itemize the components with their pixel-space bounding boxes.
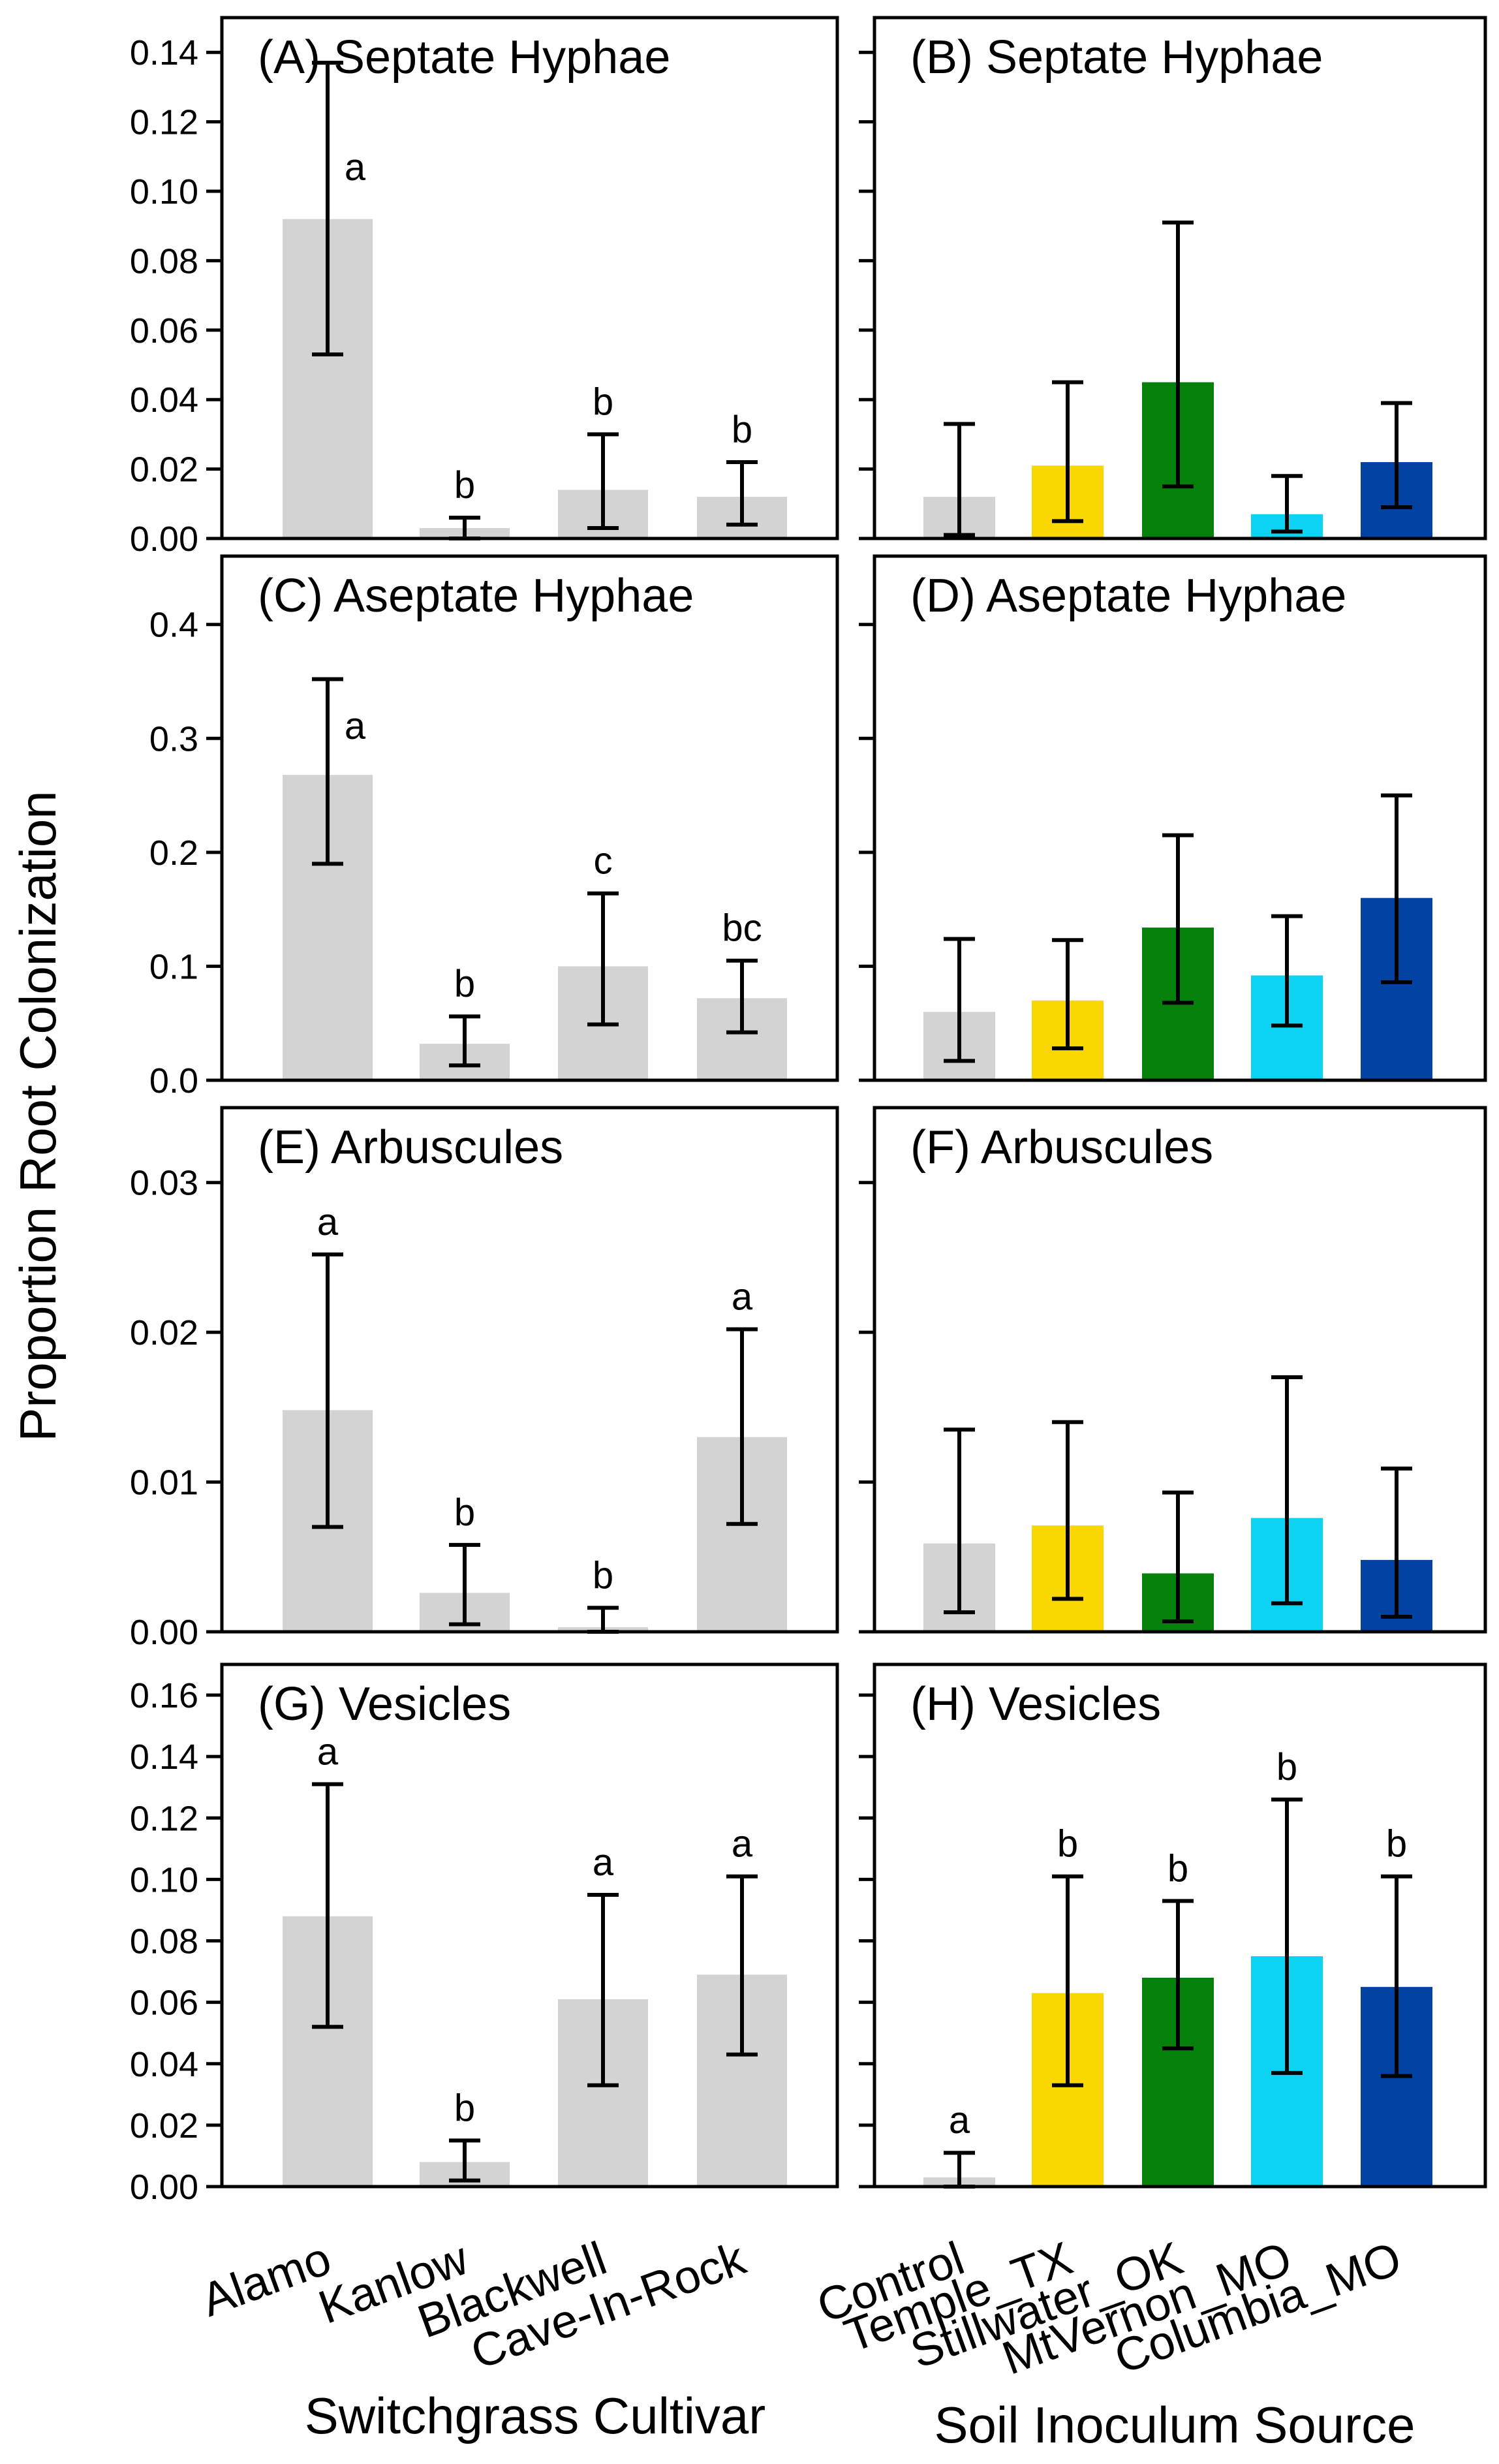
panel-6-sig-letter: a (593, 1841, 614, 1884)
panel-2-ytick-label: 0.2 (149, 834, 198, 873)
panel-7-sig-letter: b (1057, 1823, 1078, 1865)
panel-4-frame (220, 1106, 839, 1634)
x-axis-label-right: Soil Inoculum Source (934, 2396, 1415, 2454)
panel-6-sig-letter: b (454, 2087, 475, 2129)
y-axis-label: Proportion Root Colonization (9, 790, 67, 1441)
panel-0-sig-letter: a (345, 146, 366, 189)
panel-6-sig-letter: a (732, 1823, 753, 1865)
panel-0-ytick-label: 0.12 (130, 103, 198, 142)
panel-2-frame (220, 554, 839, 1082)
panel-0-ytick-label: 0.00 (130, 520, 198, 559)
panel-6-title: (G) Vesicles (258, 1678, 511, 1730)
panel-6-ytick-label: 0.12 (130, 1799, 198, 1838)
panel-0-sig-letter: b (732, 409, 752, 451)
panel-2-sig-letter: a (345, 705, 366, 747)
panel-0-ytick-label: 0.04 (130, 381, 198, 420)
panel-0-ytick-label: 0.10 (130, 172, 198, 211)
panel-6-ytick-label: 0.08 (130, 1922, 198, 1961)
panel-2-ytick-label: 0.3 (149, 719, 198, 758)
panel-5-frame (873, 1106, 1487, 1634)
panel-6-ytick-label: 0.06 (130, 1984, 198, 2023)
panel-0-sig-letter: b (454, 464, 475, 507)
panel-4-title: (E) Arbuscules (258, 1121, 563, 1174)
panel-0-ytick-label: 0.08 (130, 242, 198, 281)
panel-4-ytick-label: 0.00 (130, 1613, 198, 1652)
panel-6-ytick-label: 0.04 (130, 2045, 198, 2084)
panel-2-ytick-label: 0.4 (149, 606, 198, 645)
panel-7-title: (H) Vesicles (910, 1678, 1161, 1730)
panel-7-sig-letter: b (1276, 1746, 1297, 1788)
panel-0-title: (A) Septate Hyphae (258, 31, 670, 84)
panel-2-ytick-label: 0.1 (149, 947, 198, 986)
panel-2-title: (C) Aseptate Hyphae (258, 570, 694, 622)
panel-4-sig-letter: b (454, 1491, 475, 1534)
panel-3-title: (D) Aseptate Hyphae (910, 570, 1346, 622)
panel-7-frame (873, 1662, 1487, 2189)
panel-0-ytick-label: 0.02 (130, 450, 198, 490)
panel-2-sig-letter: b (454, 963, 475, 1005)
panel-6-ytick-label: 0.14 (130, 1738, 198, 1777)
panel-4-ytick-label: 0.03 (130, 1164, 198, 1203)
panel-0-ytick-label: 0.06 (130, 311, 198, 351)
panel-6-sig-letter: a (317, 1731, 339, 1773)
panel-0-frame (220, 16, 839, 540)
panel-7-sig-letter: b (1386, 1823, 1407, 1865)
panel-0-ytick-label: 0.14 (130, 33, 198, 72)
panel-4-sig-letter: a (317, 1201, 339, 1243)
panel-7-sig-letter: a (949, 2099, 970, 2142)
panel-3-frame (873, 554, 1487, 1082)
panel-0-sig-letter: b (593, 381, 613, 423)
panel-4-ytick-label: 0.02 (130, 1313, 198, 1352)
panel-6-ytick-label: 0.16 (130, 1676, 198, 1715)
panel-1-frame (873, 16, 1487, 540)
panel-6-ytick-label: 0.00 (130, 2168, 198, 2207)
panel-6-ytick-label: 0.02 (130, 2106, 198, 2145)
panel-2-sig-letter: bc (722, 907, 762, 950)
panel-2-sig-letter: c (594, 840, 613, 882)
panel-4-ytick-label: 0.01 (130, 1463, 198, 1503)
panel-4-sig-letter: b (593, 1554, 613, 1597)
panel-1-title: (B) Septate Hyphae (910, 31, 1323, 84)
panel-2-ytick-label: 0.0 (149, 1061, 198, 1100)
panel-7-sig-letter: b (1167, 1847, 1188, 1890)
panel-4-sig-letter: a (732, 1276, 753, 1318)
panel-6-ytick-label: 0.10 (130, 1860, 198, 1899)
x-tick-cultivar: Alamo (194, 2232, 337, 2327)
panel-5-title: (F) Arbuscules (910, 1121, 1213, 1174)
panel-6-frame (220, 1662, 839, 2189)
x-axis-label-left: Switchgrass Cultivar (305, 2387, 766, 2444)
